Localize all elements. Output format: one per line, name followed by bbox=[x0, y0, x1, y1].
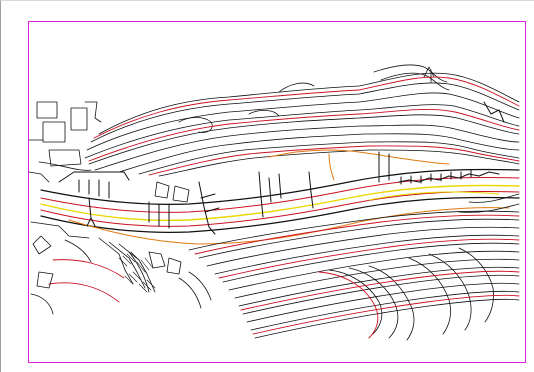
lower-contours bbox=[188, 193, 520, 341]
road-corridor bbox=[40, 149, 520, 245]
paper-sheet bbox=[28, 21, 526, 363]
lower-major-contours bbox=[48, 214, 520, 339]
village-structures bbox=[29, 101, 212, 315]
upper-major-contours bbox=[88, 76, 520, 176]
cad-drawing-canvas bbox=[29, 64, 520, 341]
slope-hatching bbox=[118, 251, 156, 293]
road-structures bbox=[58, 101, 505, 235]
upper-contours bbox=[84, 64, 520, 177]
